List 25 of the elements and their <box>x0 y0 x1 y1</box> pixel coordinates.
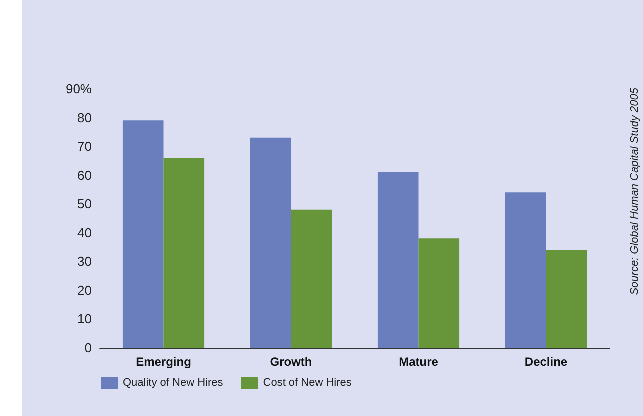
y-tick-label: 30 <box>78 254 92 270</box>
x-tick-label: Growth <box>270 355 312 369</box>
legend-label: Quality of New Hires <box>123 377 224 389</box>
bar <box>250 138 292 348</box>
source-note: Source: Global Human Capital Study 2005 <box>629 88 641 296</box>
y-tick-label: 60 <box>78 168 92 183</box>
y-tick-label: 0 <box>84 340 92 356</box>
bar <box>378 172 419 348</box>
bar <box>418 238 460 348</box>
x-tick-label: Mature <box>399 355 439 369</box>
x-tick-label: Emerging <box>136 355 192 369</box>
bar <box>164 158 205 348</box>
y-tick-label: 80 <box>78 110 92 126</box>
bar <box>546 250 588 348</box>
y-tick-label: 70 <box>78 139 92 154</box>
legend-label: Cost of New Hires <box>263 377 352 389</box>
x-tick-label: Decline <box>524 355 568 369</box>
y-tick-label: 10 <box>78 312 92 327</box>
y-tick-label: 20 <box>78 282 92 298</box>
bar <box>122 120 164 348</box>
bar <box>505 192 546 348</box>
y-tick-label: 90% <box>66 82 92 96</box>
y-tick-label: 50 <box>78 196 92 212</box>
bar <box>291 210 332 348</box>
y-tick-label: 40 <box>78 225 92 240</box>
